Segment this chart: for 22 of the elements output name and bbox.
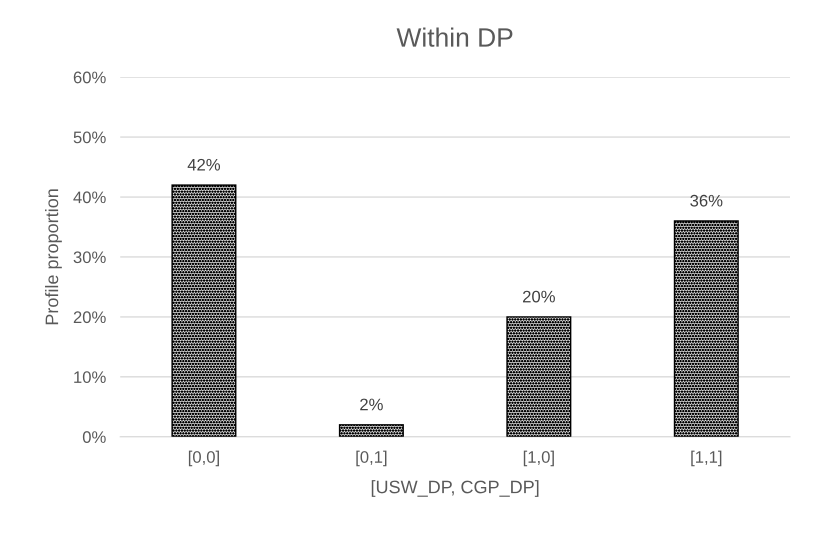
bar [506,316,572,437]
data-label: 42% [188,158,220,171]
y-tick-label: 30% [74,251,106,264]
y-tick-label: 20% [74,311,106,324]
y-tick-label: 10% [74,371,106,384]
y-tick-label: 60% [74,72,106,84]
bar [171,184,236,437]
bar [338,424,404,437]
data-label: 20% [523,290,555,302]
x-axis-title: [USW_DP, CGP_DP] [372,480,538,497]
chart-title: Within DP [396,27,512,47]
x-tick-label: [1,0] [524,450,554,466]
x-tick-label: [0,0] [188,450,219,466]
bar [674,220,739,437]
y-tick-label: 40% [73,191,106,204]
data-label: 2% [360,398,383,410]
x-tick-label: [1,1] [691,450,722,466]
y-tick-label: 0% [82,431,106,443]
x-tick-label: [0,1] [356,450,386,466]
y-axis-title: Profile proportion [45,189,62,324]
y-tick-label: 50% [74,131,106,144]
data-label: 36% [690,194,722,207]
